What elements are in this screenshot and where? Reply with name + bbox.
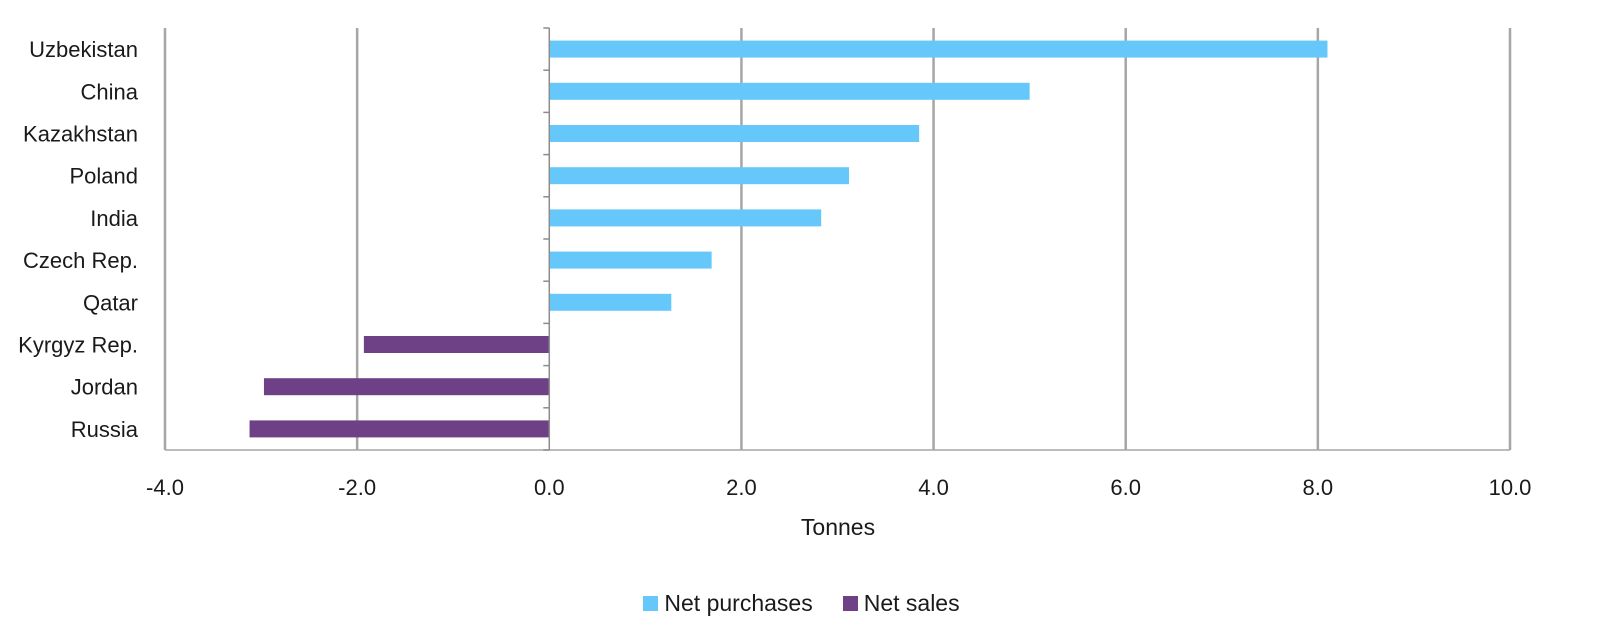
x-tick-label: 0.0 [534,475,565,500]
category-label: Jordan [71,375,138,400]
bar [549,40,1328,58]
x-tick-label: 4.0 [918,475,949,500]
bar [549,125,920,142]
category-label: Kazakhstan [23,122,138,147]
x-tick-label: 8.0 [1303,475,1334,500]
category-label: Kyrgyz Rep. [18,333,138,358]
category-label: Czech Rep. [23,248,138,273]
bar [549,251,712,269]
bar [549,82,1030,100]
x-tick-label: -4.0 [146,475,184,500]
bar [549,209,822,227]
legend-label-sales: Net sales [863,590,960,616]
legend-swatch-purchases [643,596,659,611]
x-tick-label: 10.0 [1489,475,1532,500]
x-tick-label: -2.0 [338,475,376,500]
bar [249,420,550,438]
category-labels: Uzbekistan China Kazakhstan Poland India Czec… [18,37,139,442]
legend-item-purchases: Net purchases [643,590,813,617]
bar [549,167,850,185]
x-tick-label: 2.0 [726,475,757,500]
legend-item-sales: Net sales [842,590,960,617]
bars [249,40,1328,438]
category-label: Uzbekistan [29,37,138,62]
legend: Net purchases Net sales [0,590,1603,617]
x-tick-labels: -4.0 -2.0 0.0 2.0 4.0 6.0 8.0 10.0 [146,475,1531,500]
x-tick-label: 6.0 [1110,475,1141,500]
legend-label-purchases: Net purchases [664,590,813,616]
bar [363,336,550,353]
category-label: India [90,206,138,231]
bar [549,293,672,311]
category-label: Qatar [83,290,138,315]
legend-swatch-sales [842,596,858,611]
category-label: China [81,79,139,104]
x-axis-title: Tonnes [801,514,875,540]
category-label: Russia [71,417,139,442]
axes [165,27,1510,451]
category-label: Poland [69,164,138,189]
bar [263,378,550,396]
